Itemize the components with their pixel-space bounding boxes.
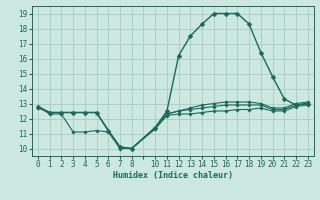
X-axis label: Humidex (Indice chaleur): Humidex (Indice chaleur) [113, 171, 233, 180]
